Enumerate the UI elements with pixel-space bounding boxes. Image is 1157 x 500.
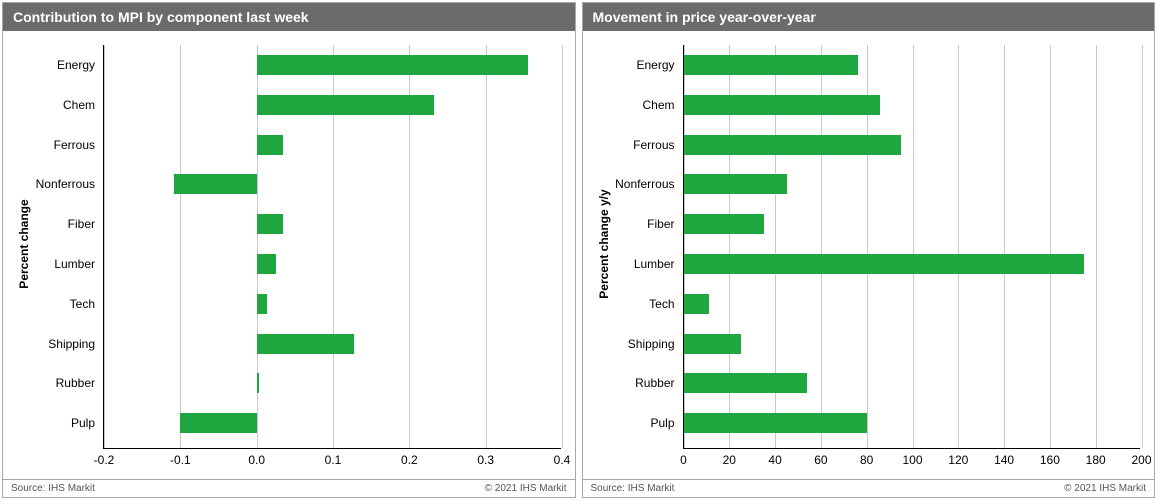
gridline — [1050, 45, 1051, 448]
plot-frame-left: -0.2-0.10.00.10.20.30.4 — [103, 45, 561, 449]
bar — [257, 95, 434, 115]
bar — [684, 294, 709, 314]
bar — [684, 55, 858, 75]
category-label: Tech — [3, 297, 95, 311]
panel-right: Movement in price year-over-year Percent… — [582, 2, 1156, 498]
x-tick-label: 80 — [860, 453, 873, 467]
category-label: Energy — [3, 58, 95, 72]
panel-left: Contribution to MPI by component last we… — [2, 2, 576, 498]
bar — [684, 214, 764, 234]
category-label: Energy — [583, 58, 675, 72]
panel-footer-left: Source: IHS Markit © 2021 IHS Markit — [3, 479, 575, 497]
x-tick-label: 0.2 — [401, 453, 418, 467]
x-tick-label: 0.3 — [477, 453, 494, 467]
bar — [684, 413, 867, 433]
gridline — [958, 45, 959, 448]
category-label: Chem — [3, 98, 95, 112]
copyright-right: © 2021 IHS Markit — [1064, 483, 1146, 494]
category-label: Rubber — [3, 376, 95, 390]
category-label: Ferrous — [583, 138, 675, 152]
gridline — [1004, 45, 1005, 448]
bar — [180, 413, 256, 433]
x-tick-label: 0 — [680, 453, 687, 467]
bar — [684, 254, 1085, 274]
gridline — [180, 45, 181, 448]
category-label: Lumber — [3, 257, 95, 271]
category-label: Nonferrous — [3, 177, 95, 191]
bar — [684, 135, 902, 155]
bar — [257, 294, 267, 314]
gridline — [913, 45, 914, 448]
category-label: Tech — [583, 297, 675, 311]
bar — [257, 214, 284, 234]
gridline — [1142, 45, 1143, 448]
bar — [174, 174, 256, 194]
category-label: Shipping — [583, 337, 675, 351]
gridline — [562, 45, 563, 448]
category-label: Fiber — [583, 217, 675, 231]
gridline — [1096, 45, 1097, 448]
category-label: Shipping — [3, 337, 95, 351]
x-tick-label: 100 — [902, 453, 922, 467]
x-tick-label: 60 — [814, 453, 827, 467]
y-axis-title-right: Percent change y/y — [597, 189, 611, 298]
plot-frame-right: 020406080100120140160180200 — [683, 45, 1141, 449]
chart-body-right: Percent change y/y 020406080100120140160… — [583, 31, 1155, 479]
x-tick-label: 140 — [994, 453, 1014, 467]
source-left: Source: IHS Markit — [11, 483, 95, 494]
x-tick-label: -0.2 — [94, 453, 115, 467]
x-tick-label: 40 — [768, 453, 781, 467]
x-tick-label: 120 — [948, 453, 968, 467]
x-tick-label: 200 — [1131, 453, 1151, 467]
source-right: Source: IHS Markit — [591, 483, 675, 494]
category-label: Lumber — [583, 257, 675, 271]
x-tick-label: 0.1 — [325, 453, 342, 467]
x-tick-label: 20 — [723, 453, 736, 467]
bar — [684, 334, 741, 354]
x-tick-label: 0.4 — [554, 453, 571, 467]
category-label: Rubber — [583, 376, 675, 390]
copyright-left: © 2021 IHS Markit — [485, 483, 567, 494]
bar — [684, 95, 881, 115]
bar — [257, 254, 276, 274]
category-label: Pulp — [3, 416, 95, 430]
panel-footer-right: Source: IHS Markit © 2021 IHS Markit — [583, 479, 1155, 497]
gridline — [486, 45, 487, 448]
gridline — [104, 45, 105, 448]
x-tick-label: 160 — [1040, 453, 1060, 467]
bar — [257, 135, 284, 155]
category-label: Ferrous — [3, 138, 95, 152]
y-axis-title-left: Percent change — [17, 199, 31, 288]
x-tick-label: 0.0 — [248, 453, 265, 467]
bar — [257, 55, 528, 75]
bar — [684, 373, 808, 393]
category-label: Pulp — [583, 416, 675, 430]
chart-body-left: Percent change -0.2-0.10.00.10.20.30.4 E… — [3, 31, 575, 479]
x-tick-label: 180 — [1086, 453, 1106, 467]
x-tick-label: -0.1 — [170, 453, 191, 467]
panel-title-right: Movement in price year-over-year — [583, 3, 1155, 31]
category-label: Fiber — [3, 217, 95, 231]
panel-title-left: Contribution to MPI by component last we… — [3, 3, 575, 31]
bar — [684, 174, 787, 194]
bar — [257, 373, 259, 393]
category-label: Chem — [583, 98, 675, 112]
category-label: Nonferrous — [583, 177, 675, 191]
bar — [257, 334, 354, 354]
